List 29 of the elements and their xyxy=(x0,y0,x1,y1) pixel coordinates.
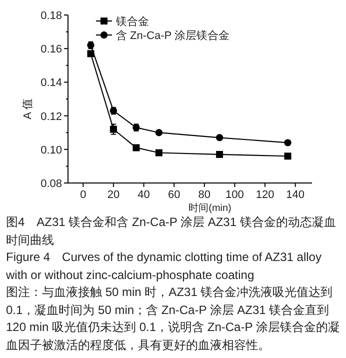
point xyxy=(284,139,292,146)
title: 图4 AZ31 镁合金和含 Zn-Ca-P 涂层 AZ31 镁合金的动态凝血时间曲线 xyxy=(6,214,337,248)
y-axis-title: A 值 xyxy=(22,98,34,120)
legend-label: 含 Zn-Ca-P 涂层镁合金 xyxy=(116,30,230,42)
point xyxy=(155,129,163,136)
point xyxy=(216,134,224,142)
subtitle: Figure 4 Curves of the dynamic clotting time of AZ31 alloy with or without zinc-calcium-phosphate coating xyxy=(6,249,322,284)
x-tick-label: 80 xyxy=(198,189,211,201)
y-tick-label: 0.08 xyxy=(40,178,62,190)
y-tick-label: 0.18 xyxy=(40,10,62,22)
y-tick-label: 0.12 xyxy=(40,110,62,123)
legend-label: 镁合金 xyxy=(116,16,149,28)
x-tick-label: 100 xyxy=(226,189,244,201)
y-tick-label: 0.10 xyxy=(40,144,62,156)
x-tick-label: 60 xyxy=(168,189,180,201)
x-tick-label: 140 xyxy=(286,189,304,201)
point xyxy=(155,149,162,156)
x-tick-label: 0 xyxy=(80,189,86,201)
x-tick-label: 120 xyxy=(256,189,274,201)
point xyxy=(216,150,224,158)
x-axis-title: 时间(min) xyxy=(188,203,232,214)
y-tick-label: 0.14 xyxy=(40,77,62,90)
x-tick-label: 40 xyxy=(138,189,150,201)
annotation: 图注：与血液接触 50 min 时，AZ31 镁合金冲洗液吸光值达到 0.1，凝血时间为 50 min；含 Zn-Ca-P 涂层 AZ31 镁合金直到 120 min 吸光值仍未达到 0.1，说明含 Zn-Ca-P 涂层镁合金的凝血因子被激活的程度低，具有更好的血液相容性。 xyxy=(6,284,341,354)
y-tick-label: 0.16 xyxy=(40,44,62,56)
point xyxy=(110,126,117,133)
x-tick-label: 20 xyxy=(107,189,120,201)
point xyxy=(284,152,292,160)
point xyxy=(132,144,140,152)
